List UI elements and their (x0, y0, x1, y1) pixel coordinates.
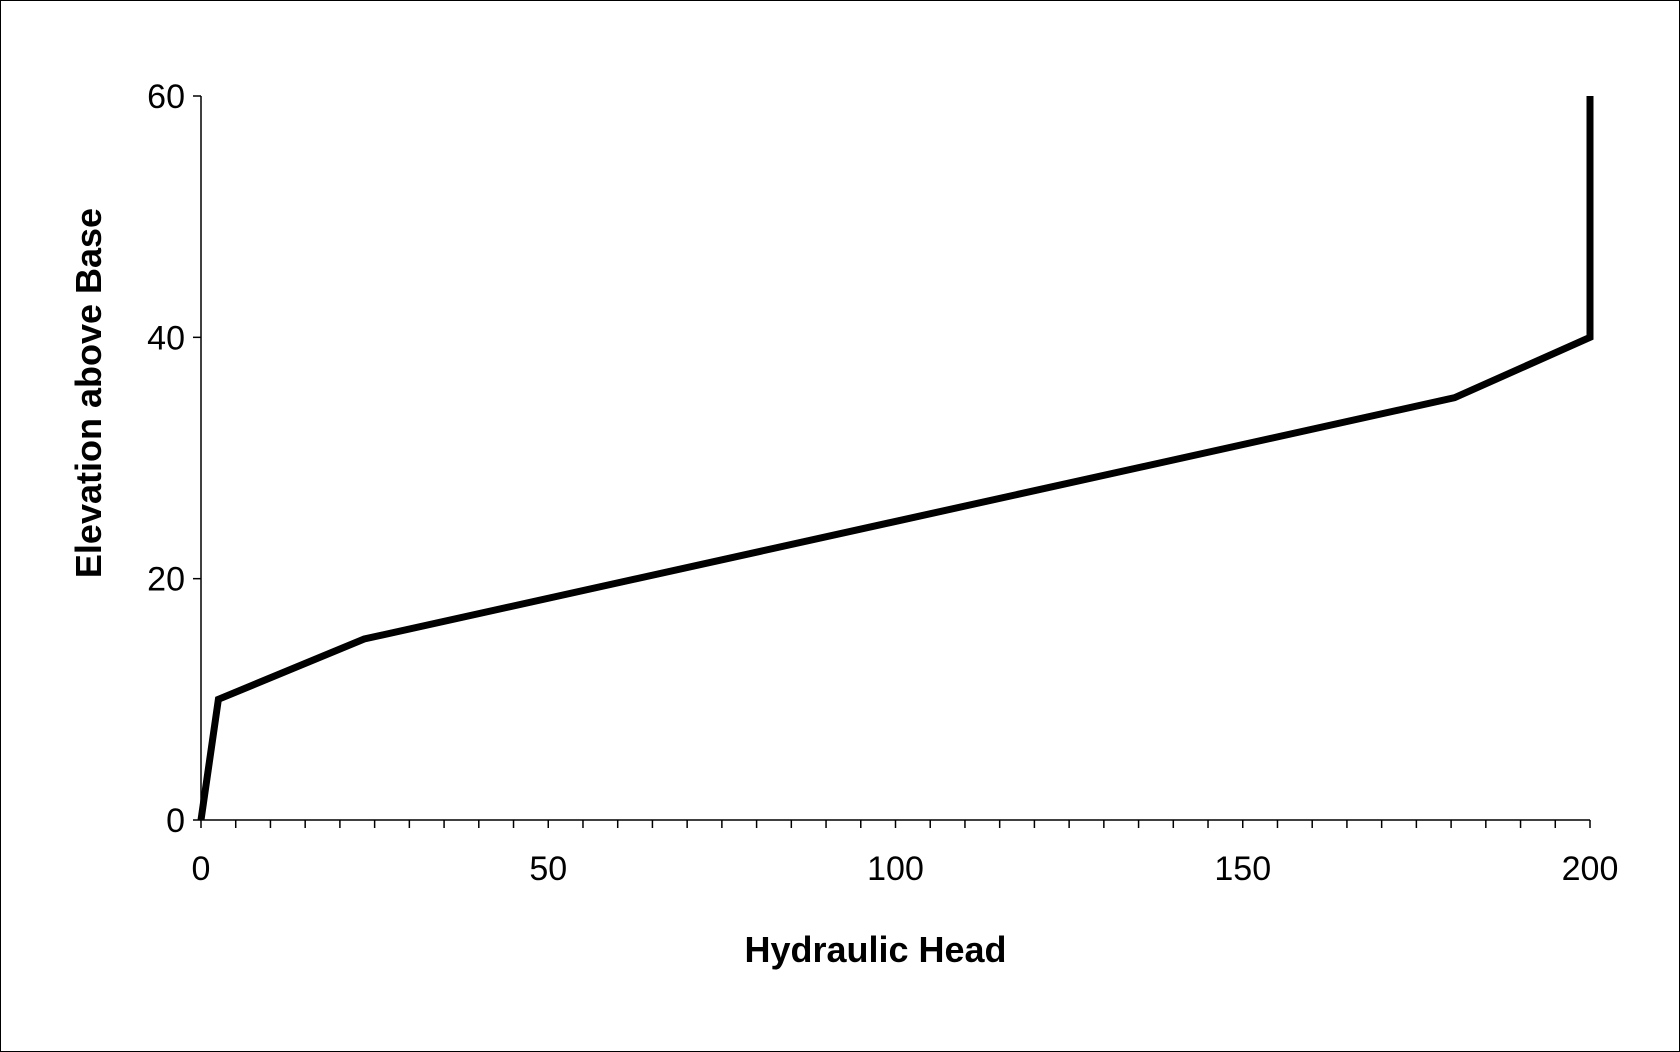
y-tick-label: 40 (147, 319, 185, 357)
y-tick-label: 20 (147, 561, 185, 599)
x-tick-label: 50 (529, 850, 567, 888)
labels-layer: Hydraulic Head Elevation above Base 0 20 4… (68, 78, 1618, 970)
y-tick-label: 60 (147, 78, 185, 116)
y-axis-title: Elevation above Base (68, 208, 109, 578)
x-tick-label: 0 (192, 850, 211, 888)
series-line (197, 96, 1594, 821)
x-tick-label: 150 (1214, 850, 1271, 888)
y-tick-label: 0 (166, 802, 185, 840)
series-layer (197, 96, 1594, 821)
axes (193, 95, 1591, 828)
x-axis-title: Hydraulic Head (744, 929, 1006, 970)
x-tick-label: 200 (1562, 850, 1619, 888)
x-tick-label: 100 (867, 850, 924, 888)
